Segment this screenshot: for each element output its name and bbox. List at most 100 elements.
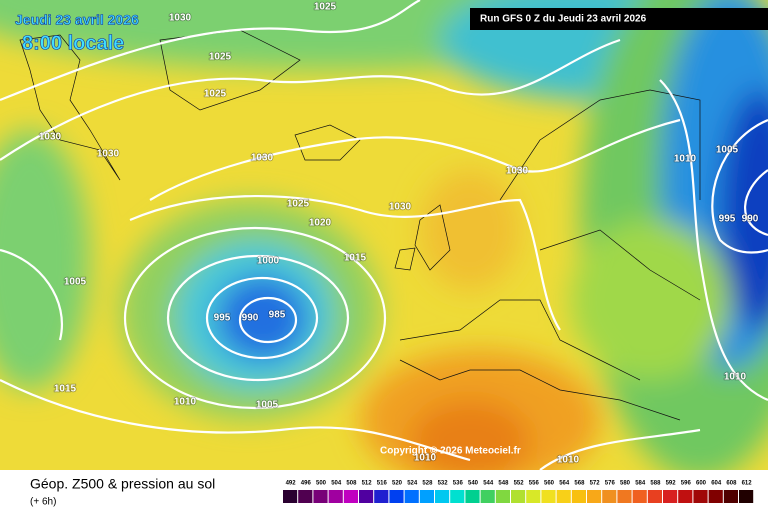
scale-swatch [739,490,754,503]
scale-swatch [541,490,556,503]
scale-label: 556 [529,481,540,487]
scale-swatch [571,490,586,503]
coastlines [19,29,701,421]
isobar [659,79,768,402]
isobar-label: 1005 [716,145,739,156]
scale-label: 604 [711,481,722,487]
scale-swatch [495,490,510,503]
local-time: 8:00 locale [22,32,124,54]
isobar-label: 995 [719,214,736,225]
scale-swatch [404,490,419,503]
date: Jeudi 23 avril 2026 [15,12,139,28]
isobar [711,118,768,254]
scale-swatch [313,490,328,503]
map-area: 1030 1025 1025 1025 1030 1030 1030 1025 1020 1015… [0,0,768,470]
scale-label: 504 [331,481,342,487]
scale-swatch [374,490,389,503]
isobar-label: 990 [742,214,759,225]
scale-swatch [632,490,647,503]
scale-label: 492 [286,481,297,487]
scale-label: 524 [407,481,418,487]
scale-label: 608 [726,481,737,487]
scale-label: 588 [650,481,661,487]
isobar [0,248,63,341]
isobar-label: 1025 [287,199,310,210]
scale-swatch [435,490,450,503]
iceland [294,124,361,161]
british-isles [394,204,451,271]
scale-label: 600 [696,481,707,487]
scale-swatch [419,490,434,503]
isobar-label: 1030 [389,202,412,213]
isobar [744,169,768,237]
scale-label: 564 [559,481,570,487]
scale-swatch [389,490,404,503]
scale-swatch [602,490,617,503]
isobar-label: 1005 [256,400,279,411]
isobar-label: 1010 [174,397,197,408]
lead-time: (+ 6h) [30,497,56,508]
scale-label: 516 [377,481,388,487]
scale-label: 580 [620,481,631,487]
scale-label: 532 [438,481,449,487]
isobar-label: 1020 [309,218,332,229]
isobar [166,254,350,382]
isobar [0,38,621,161]
scale-label: 584 [635,481,646,487]
isobar-label: 1030 [39,132,62,143]
scale-label: 528 [422,481,433,487]
scale-swatch [465,490,480,503]
isobar-label: 985 [269,310,286,321]
isobar [238,296,298,344]
isobar-label: 1000 [257,256,280,267]
isobar-label: 1025 [204,89,227,100]
scale-swatch [647,490,662,503]
scale-swatch [587,490,602,503]
isobar-label: 1010 [674,154,697,165]
scale-label: 500 [316,481,327,487]
isobar [149,118,681,201]
scale-label: 512 [362,481,373,487]
scale-label: 520 [392,481,403,487]
scale-label: 560 [544,481,555,487]
scale-swatch [693,490,708,503]
isobar [205,276,319,360]
scale-swatch [617,490,632,503]
scale-swatch [283,490,298,503]
scale-swatch [708,490,723,503]
run-box [470,8,768,30]
scale-swatch [678,490,693,503]
continent-outlines [399,89,701,421]
isobar [123,226,387,410]
scale-swatch [556,490,571,503]
scale-label: 552 [514,481,525,487]
isobar-label: 1005 [64,277,87,288]
scale-swatch [480,490,495,503]
isobar-label: 1010 [557,455,580,466]
greenland [19,34,121,181]
scale-swatch [328,490,343,503]
isobar-label: 1025 [209,52,232,63]
scale-label: 536 [453,481,464,487]
scale-swatch [723,490,738,503]
isobar [0,0,421,102]
color-scale: 492 496 500 504 508 512 516 520 524 528 532 536 540 5… [283,481,754,503]
isobar-label: 990 [242,313,259,324]
isobar-label: 1030 [251,153,274,164]
scale-label: 576 [605,481,616,487]
isobar-label: 1010 [414,453,437,464]
isobar-label: 1015 [344,253,367,264]
scale-label: 596 [681,481,692,487]
scale-label: 548 [498,481,509,487]
scale-label: 540 [468,481,479,487]
isobar-label: 1015 [54,384,77,395]
isobars [0,0,768,470]
scale-label: 544 [483,481,494,487]
isobar-label: 995 [214,313,231,324]
scale-label: 568 [574,481,585,487]
scale-label: 496 [301,481,312,487]
isobar-label: 1030 [506,166,529,177]
scale-swatch [663,490,678,503]
isobar [0,379,471,462]
